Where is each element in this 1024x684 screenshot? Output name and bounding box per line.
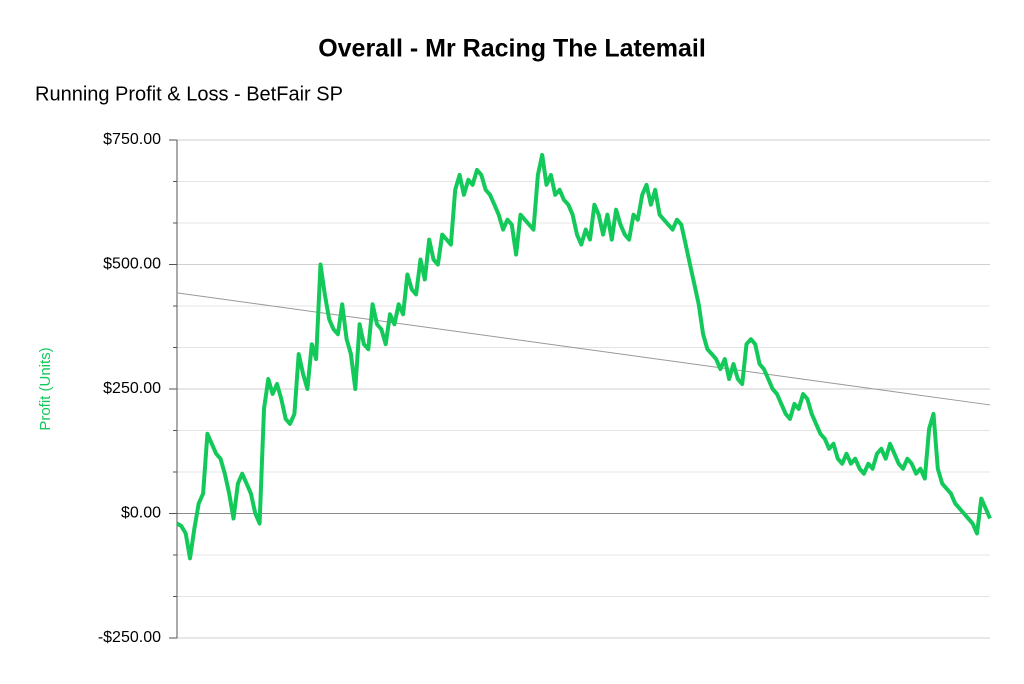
trendline bbox=[176, 292, 991, 406]
profit-line bbox=[175, 152, 992, 561]
chart-subtitle: Running Profit & Loss - BetFair SP bbox=[35, 83, 343, 105]
y-axis-label: Profit (Units) bbox=[37, 347, 54, 430]
y-tick-label: $250.00 bbox=[103, 380, 161, 397]
chart-title: Overall - Mr Racing The Latemail bbox=[318, 35, 706, 63]
y-tick-label: $750.00 bbox=[103, 131, 161, 148]
y-tick-label: -$250.00 bbox=[98, 629, 161, 646]
y-tick-label: $0.00 bbox=[121, 505, 161, 522]
y-tick-label: $500.00 bbox=[103, 256, 161, 273]
